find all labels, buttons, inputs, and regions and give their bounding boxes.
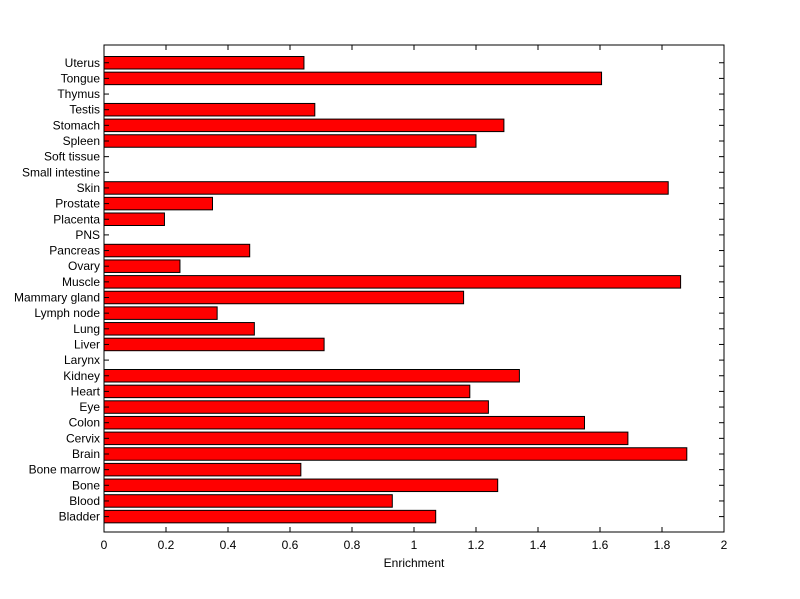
- bar: [103, 322, 255, 336]
- y-tick-label: Mammary gland: [14, 291, 100, 305]
- x-tick-label: 0.6: [282, 538, 299, 552]
- bar: [103, 494, 393, 508]
- bar: [103, 400, 489, 414]
- y-tick-label: Lung: [73, 322, 100, 336]
- y-tick-label: Heart: [71, 384, 101, 398]
- y-tick-label: Skin: [77, 181, 100, 195]
- y-tick-label: Larynx: [64, 353, 100, 367]
- x-tick-label: 1.6: [592, 538, 609, 552]
- bar: [103, 431, 629, 446]
- bar: [103, 181, 669, 195]
- y-tick-label: Bladder: [59, 510, 100, 524]
- y-tick-label: Placenta: [53, 212, 100, 226]
- bar: [103, 118, 505, 133]
- x-ticks-group: 0 0.2 0.4 0.6 0.8 1 1.2 1.4 1.6 1.8 2: [101, 45, 728, 552]
- x-axis-label: Enrichment: [384, 556, 445, 570]
- bar: [103, 306, 218, 320]
- bar: [103, 56, 305, 70]
- bar: [103, 447, 688, 461]
- bars-group: [103, 56, 688, 524]
- bar: [103, 212, 165, 226]
- y-tick-label: Stomach: [53, 118, 100, 132]
- x-tick-label: 1: [411, 538, 418, 552]
- bar: [103, 369, 520, 383]
- y-tick-label: PNS: [75, 228, 100, 242]
- y-tick-label: Small intestine: [22, 165, 100, 179]
- y-tick-label: Bone: [72, 478, 100, 492]
- y-tick-label: Testis: [69, 103, 100, 117]
- y-tick-label: Pancreas: [49, 244, 100, 258]
- bar: [103, 275, 682, 289]
- y-tick-label: Liver: [74, 337, 100, 351]
- x-tick-label: 0.2: [158, 538, 175, 552]
- bar: [103, 102, 316, 117]
- x-tick-label: 2: [721, 538, 728, 552]
- bar: [103, 478, 499, 493]
- bar: [103, 462, 302, 477]
- y-tick-label: Muscle: [62, 275, 100, 289]
- y-tick-label: Cervix: [66, 431, 100, 445]
- bar: [103, 259, 181, 273]
- y-tick-label: Lymph node: [34, 306, 100, 320]
- y-tick-label: Prostate: [55, 197, 100, 211]
- y-tick-label: Blood: [69, 494, 100, 508]
- bar: [103, 134, 477, 148]
- y-tick-label: Bone marrow: [29, 463, 101, 477]
- y-tick-label: Colon: [69, 416, 100, 430]
- y-tick-label: Ovary: [68, 259, 100, 273]
- x-tick-label: 0.8: [344, 538, 361, 552]
- y-tick-label: Thymus: [57, 87, 100, 101]
- x-tick-label: 0: [101, 538, 108, 552]
- bar: [103, 71, 603, 86]
- y-tick-label: Spleen: [63, 134, 100, 148]
- bar: [103, 509, 437, 524]
- y-tick-label: Tongue: [61, 71, 101, 85]
- bar: [103, 337, 325, 352]
- bar: [103, 243, 251, 258]
- bar: [103, 384, 471, 399]
- y-tick-label: Kidney: [63, 369, 100, 383]
- y-tick-label: Eye: [79, 400, 100, 414]
- y-tick-label: Soft tissue: [44, 150, 100, 164]
- x-tick-label: 0.4: [220, 538, 237, 552]
- bar: [103, 290, 465, 305]
- x-tick-label: 1.8: [654, 538, 671, 552]
- bar: [103, 196, 213, 211]
- y-tick-label: Brain: [72, 447, 100, 461]
- bar: [103, 415, 585, 430]
- y-tick-label: Uterus: [65, 56, 100, 70]
- x-tick-label: 1.2: [468, 538, 485, 552]
- x-tick-label: 1.4: [530, 538, 547, 552]
